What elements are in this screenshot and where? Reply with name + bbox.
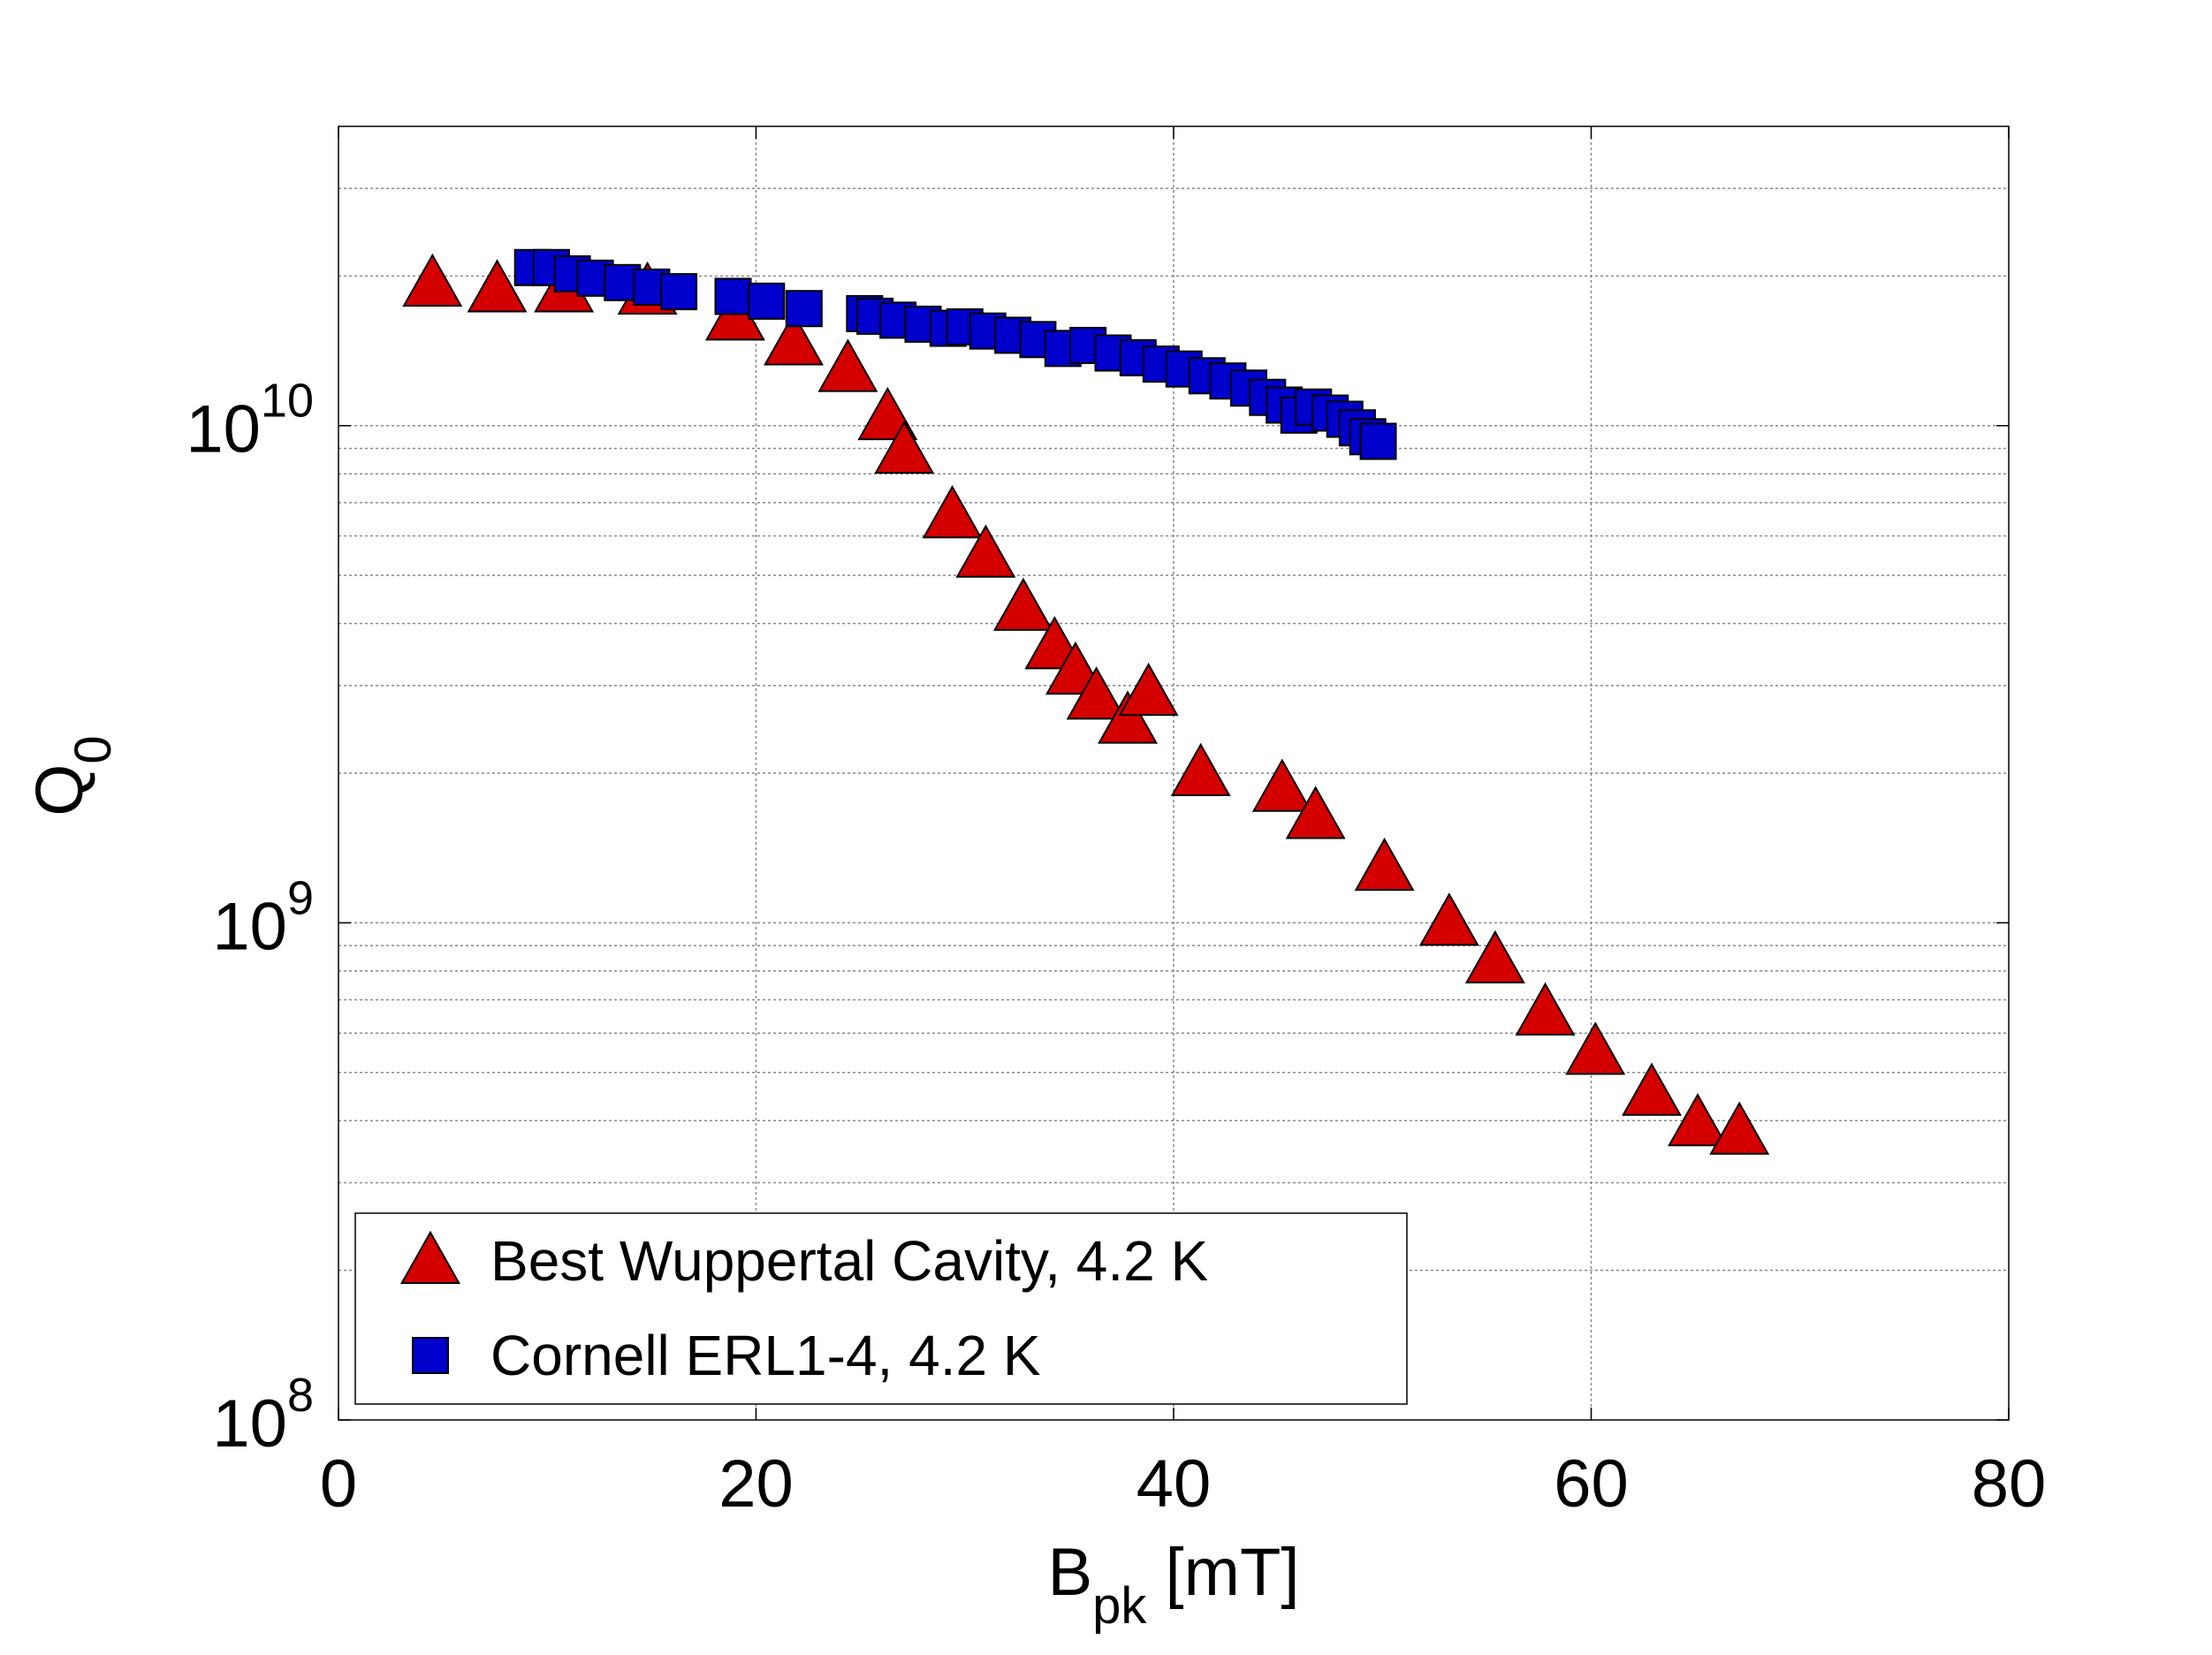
y-tick-label: 1010 <box>186 375 314 467</box>
x-tick-label: 0 <box>320 1446 357 1522</box>
legend: Best Wuppertal Cavity, 4.2 K Cornell ERL… <box>354 1212 1408 1405</box>
legend-box <box>354 1212 1408 1405</box>
data-point-triangle <box>467 259 528 313</box>
x-tick-label: 40 <box>1136 1446 1212 1522</box>
y-tick-label: 109 <box>212 871 314 964</box>
data-point-triangle <box>922 484 983 539</box>
grid <box>338 126 2009 1420</box>
legend-marker-square <box>412 1337 449 1374</box>
data-point-triangle <box>1418 892 1479 946</box>
data-point-square <box>785 290 823 328</box>
axis-ticks: 0 20 40 60 80 108 109 1010 <box>186 126 2046 1522</box>
data-point-triangle <box>1668 1093 1728 1147</box>
y-axis-title: Q0 <box>22 735 122 816</box>
data-point-triangle <box>1251 758 1312 812</box>
data-point-square <box>748 282 786 320</box>
data-point-triangle <box>1354 837 1415 892</box>
data-point-triangle <box>1565 1021 1626 1075</box>
data-point-square <box>660 273 698 311</box>
data-point-triangle <box>874 420 935 474</box>
x-axis-title: Bpk [mT] <box>1047 1535 1299 1635</box>
series-square <box>513 248 1397 460</box>
y-tick-label: 108 <box>212 1369 314 1461</box>
data-point-triangle <box>1622 1062 1682 1116</box>
data-point-square <box>714 277 752 315</box>
data-point-triangle <box>402 253 463 307</box>
data-point-triangle <box>1464 930 1525 983</box>
series-triangle <box>402 253 1770 1155</box>
data-point-triangle <box>817 338 878 392</box>
data-point-triangle <box>955 524 1016 578</box>
data-point-triangle <box>1170 742 1231 796</box>
x-tick-label: 20 <box>718 1446 794 1522</box>
data-point-square <box>1359 422 1397 460</box>
data-point-triangle <box>1098 690 1158 744</box>
legend-marker-triangle <box>400 1230 460 1284</box>
series-layer <box>402 248 1770 1155</box>
data-point-triangle <box>764 312 824 366</box>
data-point-triangle <box>1515 982 1576 1036</box>
legend-label-1: Cornell ERL1-4, 4.2 K <box>490 1324 1041 1387</box>
legend-label-0: Best Wuppertal Cavity, 4.2 K <box>490 1229 1208 1293</box>
data-point-triangle <box>1709 1101 1770 1155</box>
data-point-triangle <box>1066 666 1127 720</box>
data-point-triangle <box>992 577 1053 631</box>
x-tick-label: 60 <box>1554 1446 1629 1522</box>
x-tick-label: 80 <box>1972 1446 2047 1522</box>
data-point-triangle <box>1118 662 1179 717</box>
data-point-triangle <box>1285 786 1346 839</box>
